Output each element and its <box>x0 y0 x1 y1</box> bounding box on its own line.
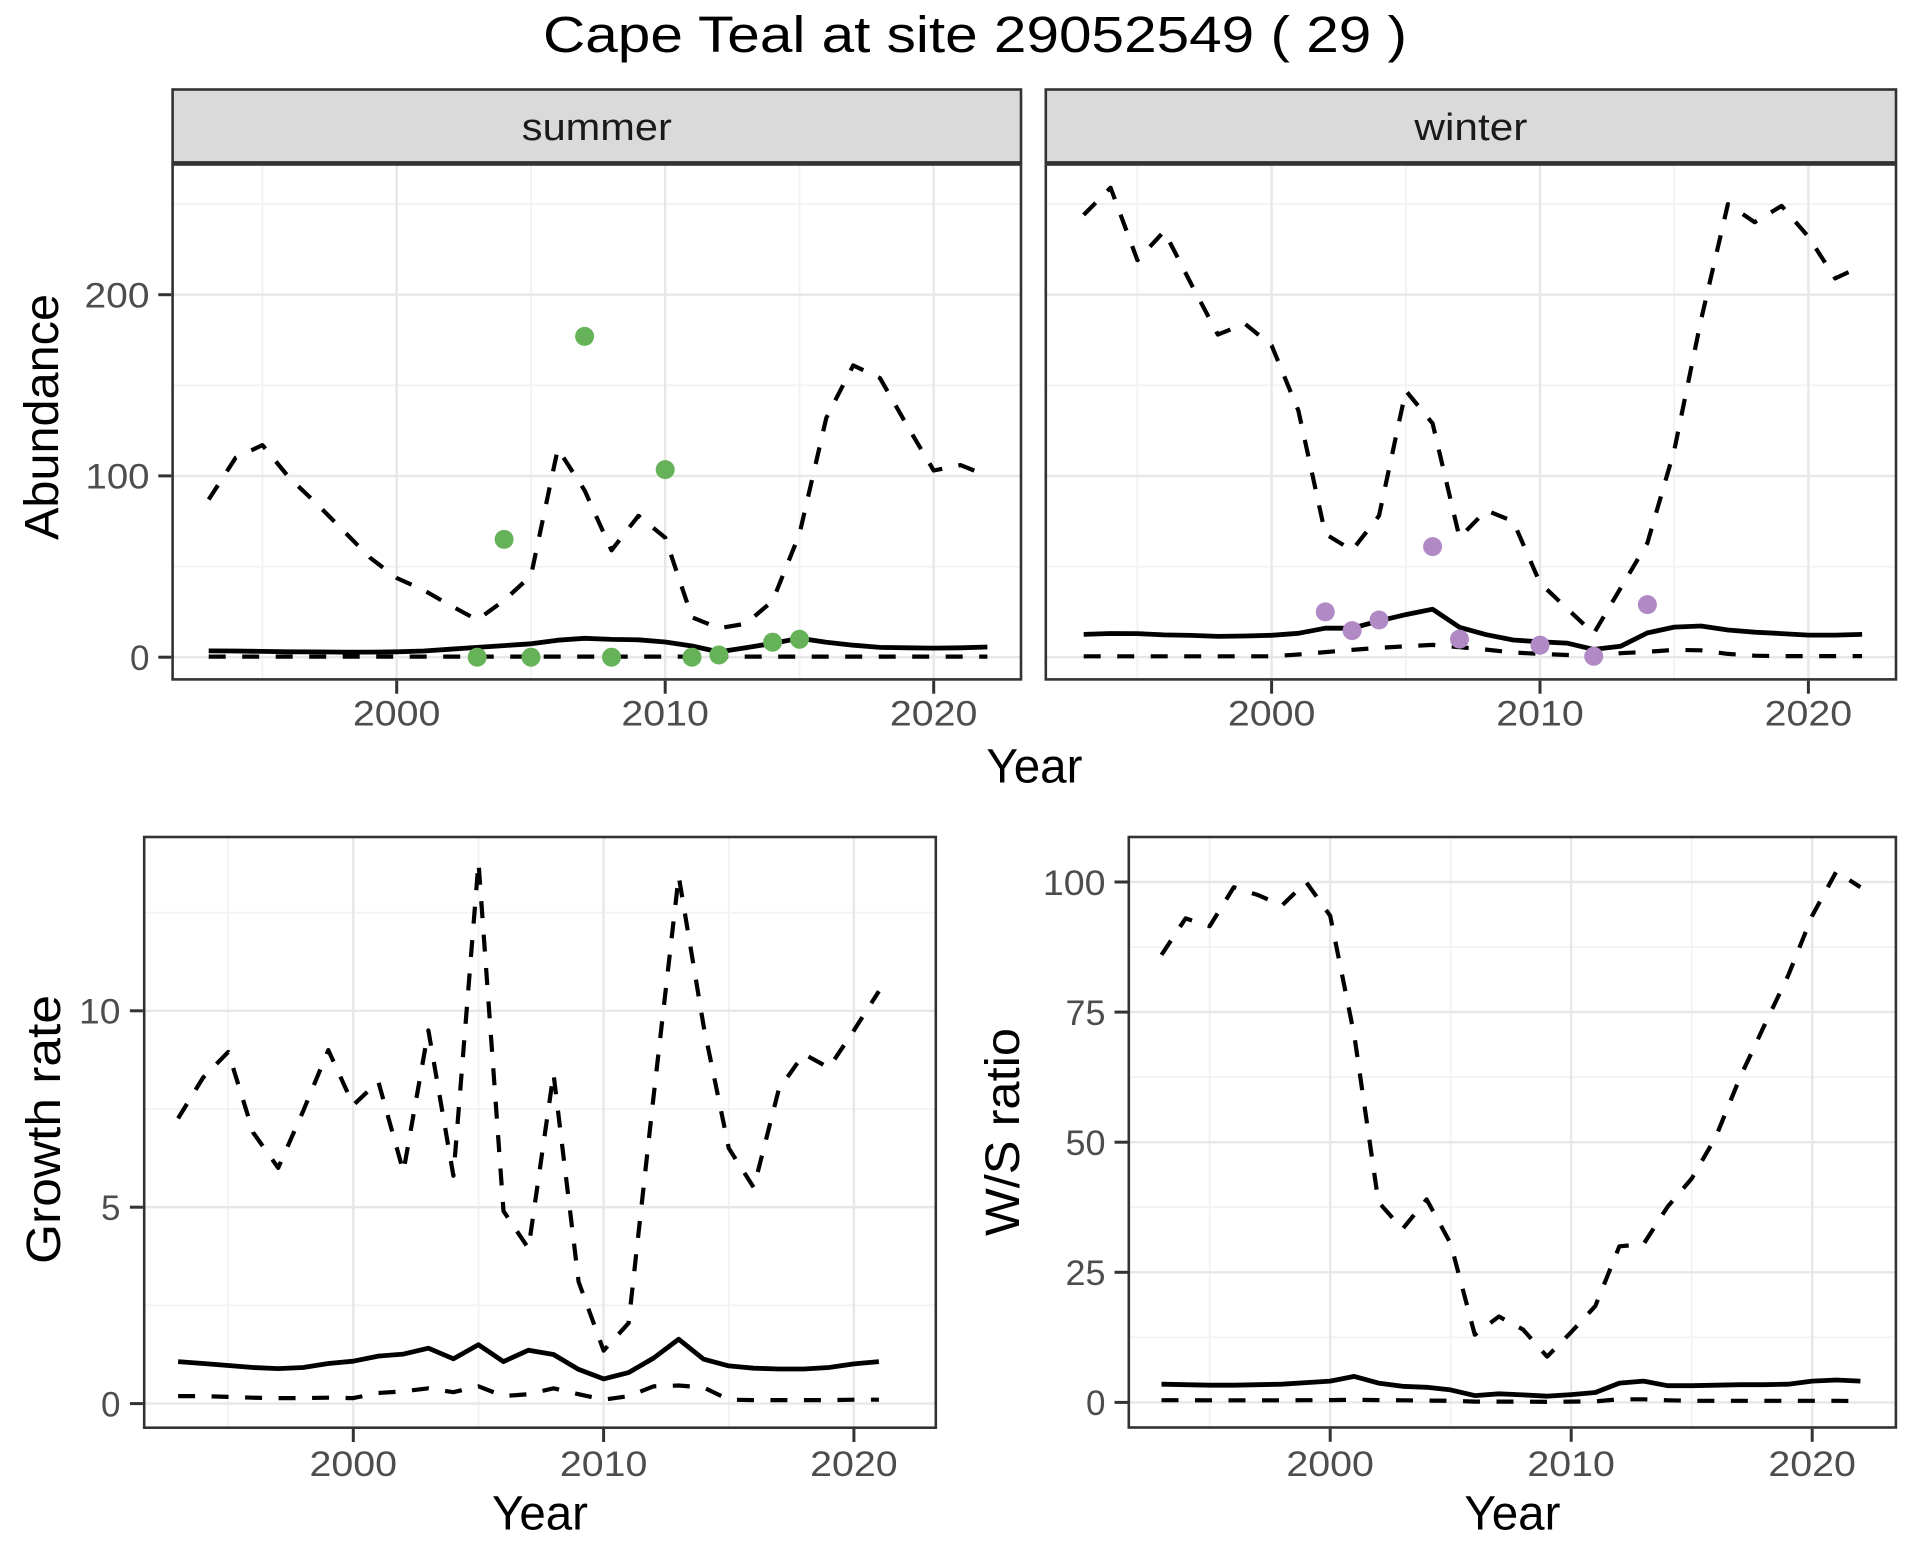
svg-text:2000: 2000 <box>1286 1445 1374 1484</box>
svg-text:75: 75 <box>1066 994 1106 1033</box>
svg-text:Year: Year <box>1464 1488 1560 1541</box>
svg-text:100: 100 <box>1043 864 1106 903</box>
svg-text:100: 100 <box>86 458 150 497</box>
svg-text:5: 5 <box>101 1189 120 1228</box>
svg-text:Year: Year <box>492 1488 588 1541</box>
svg-text:10: 10 <box>79 993 121 1032</box>
svg-text:Cape Teal at site 29052549 ( 2: Cape Teal at site 29052549 ( 29 ) <box>543 6 1407 63</box>
svg-text:2010: 2010 <box>560 1445 648 1484</box>
svg-text:200: 200 <box>85 277 150 316</box>
svg-text:2010: 2010 <box>1496 695 1584 734</box>
svg-text:2020: 2020 <box>1765 695 1853 734</box>
svg-text:W/S ratio: W/S ratio <box>977 1028 1030 1236</box>
svg-text:50: 50 <box>1066 1124 1106 1163</box>
svg-text:2020: 2020 <box>1768 1445 1856 1484</box>
svg-text:0: 0 <box>101 1385 120 1424</box>
svg-text:2010: 2010 <box>1527 1445 1615 1484</box>
svg-text:2020: 2020 <box>810 1445 898 1484</box>
svg-text:Year: Year <box>986 740 1082 793</box>
svg-text:2000: 2000 <box>353 695 441 734</box>
svg-text:25: 25 <box>1066 1254 1106 1293</box>
svg-text:summer: summer <box>522 107 672 149</box>
svg-text:2010: 2010 <box>621 695 709 734</box>
svg-text:2020: 2020 <box>890 695 978 734</box>
svg-text:winter: winter <box>1413 107 1527 149</box>
svg-text:Abundance: Abundance <box>16 294 69 540</box>
svg-text:0: 0 <box>1086 1384 1105 1423</box>
svg-text:2000: 2000 <box>1228 695 1316 734</box>
svg-text:2000: 2000 <box>310 1445 398 1484</box>
svg-text:Growth rate: Growth rate <box>18 995 71 1264</box>
svg-text:0: 0 <box>130 639 149 678</box>
